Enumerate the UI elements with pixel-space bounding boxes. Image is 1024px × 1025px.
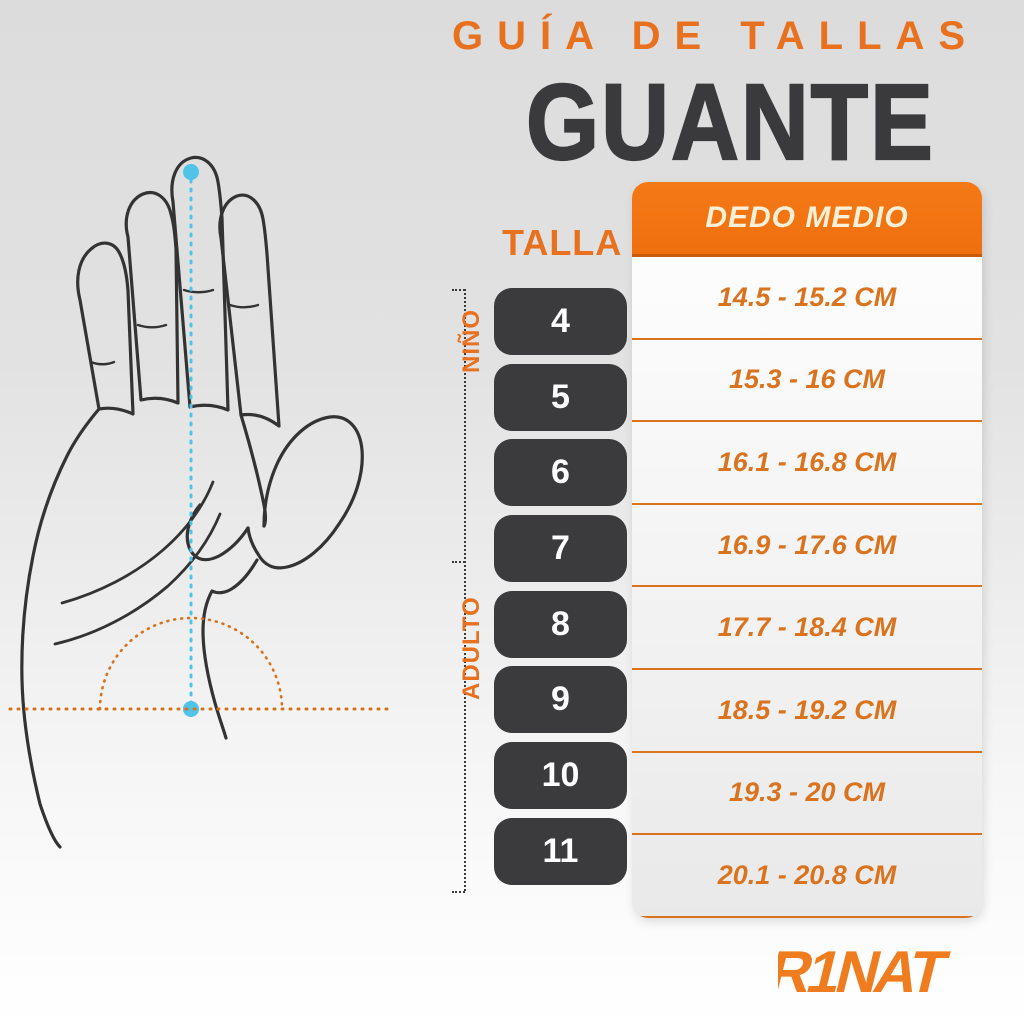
svg-text:R1NAT: R1NAT xyxy=(778,940,954,1005)
